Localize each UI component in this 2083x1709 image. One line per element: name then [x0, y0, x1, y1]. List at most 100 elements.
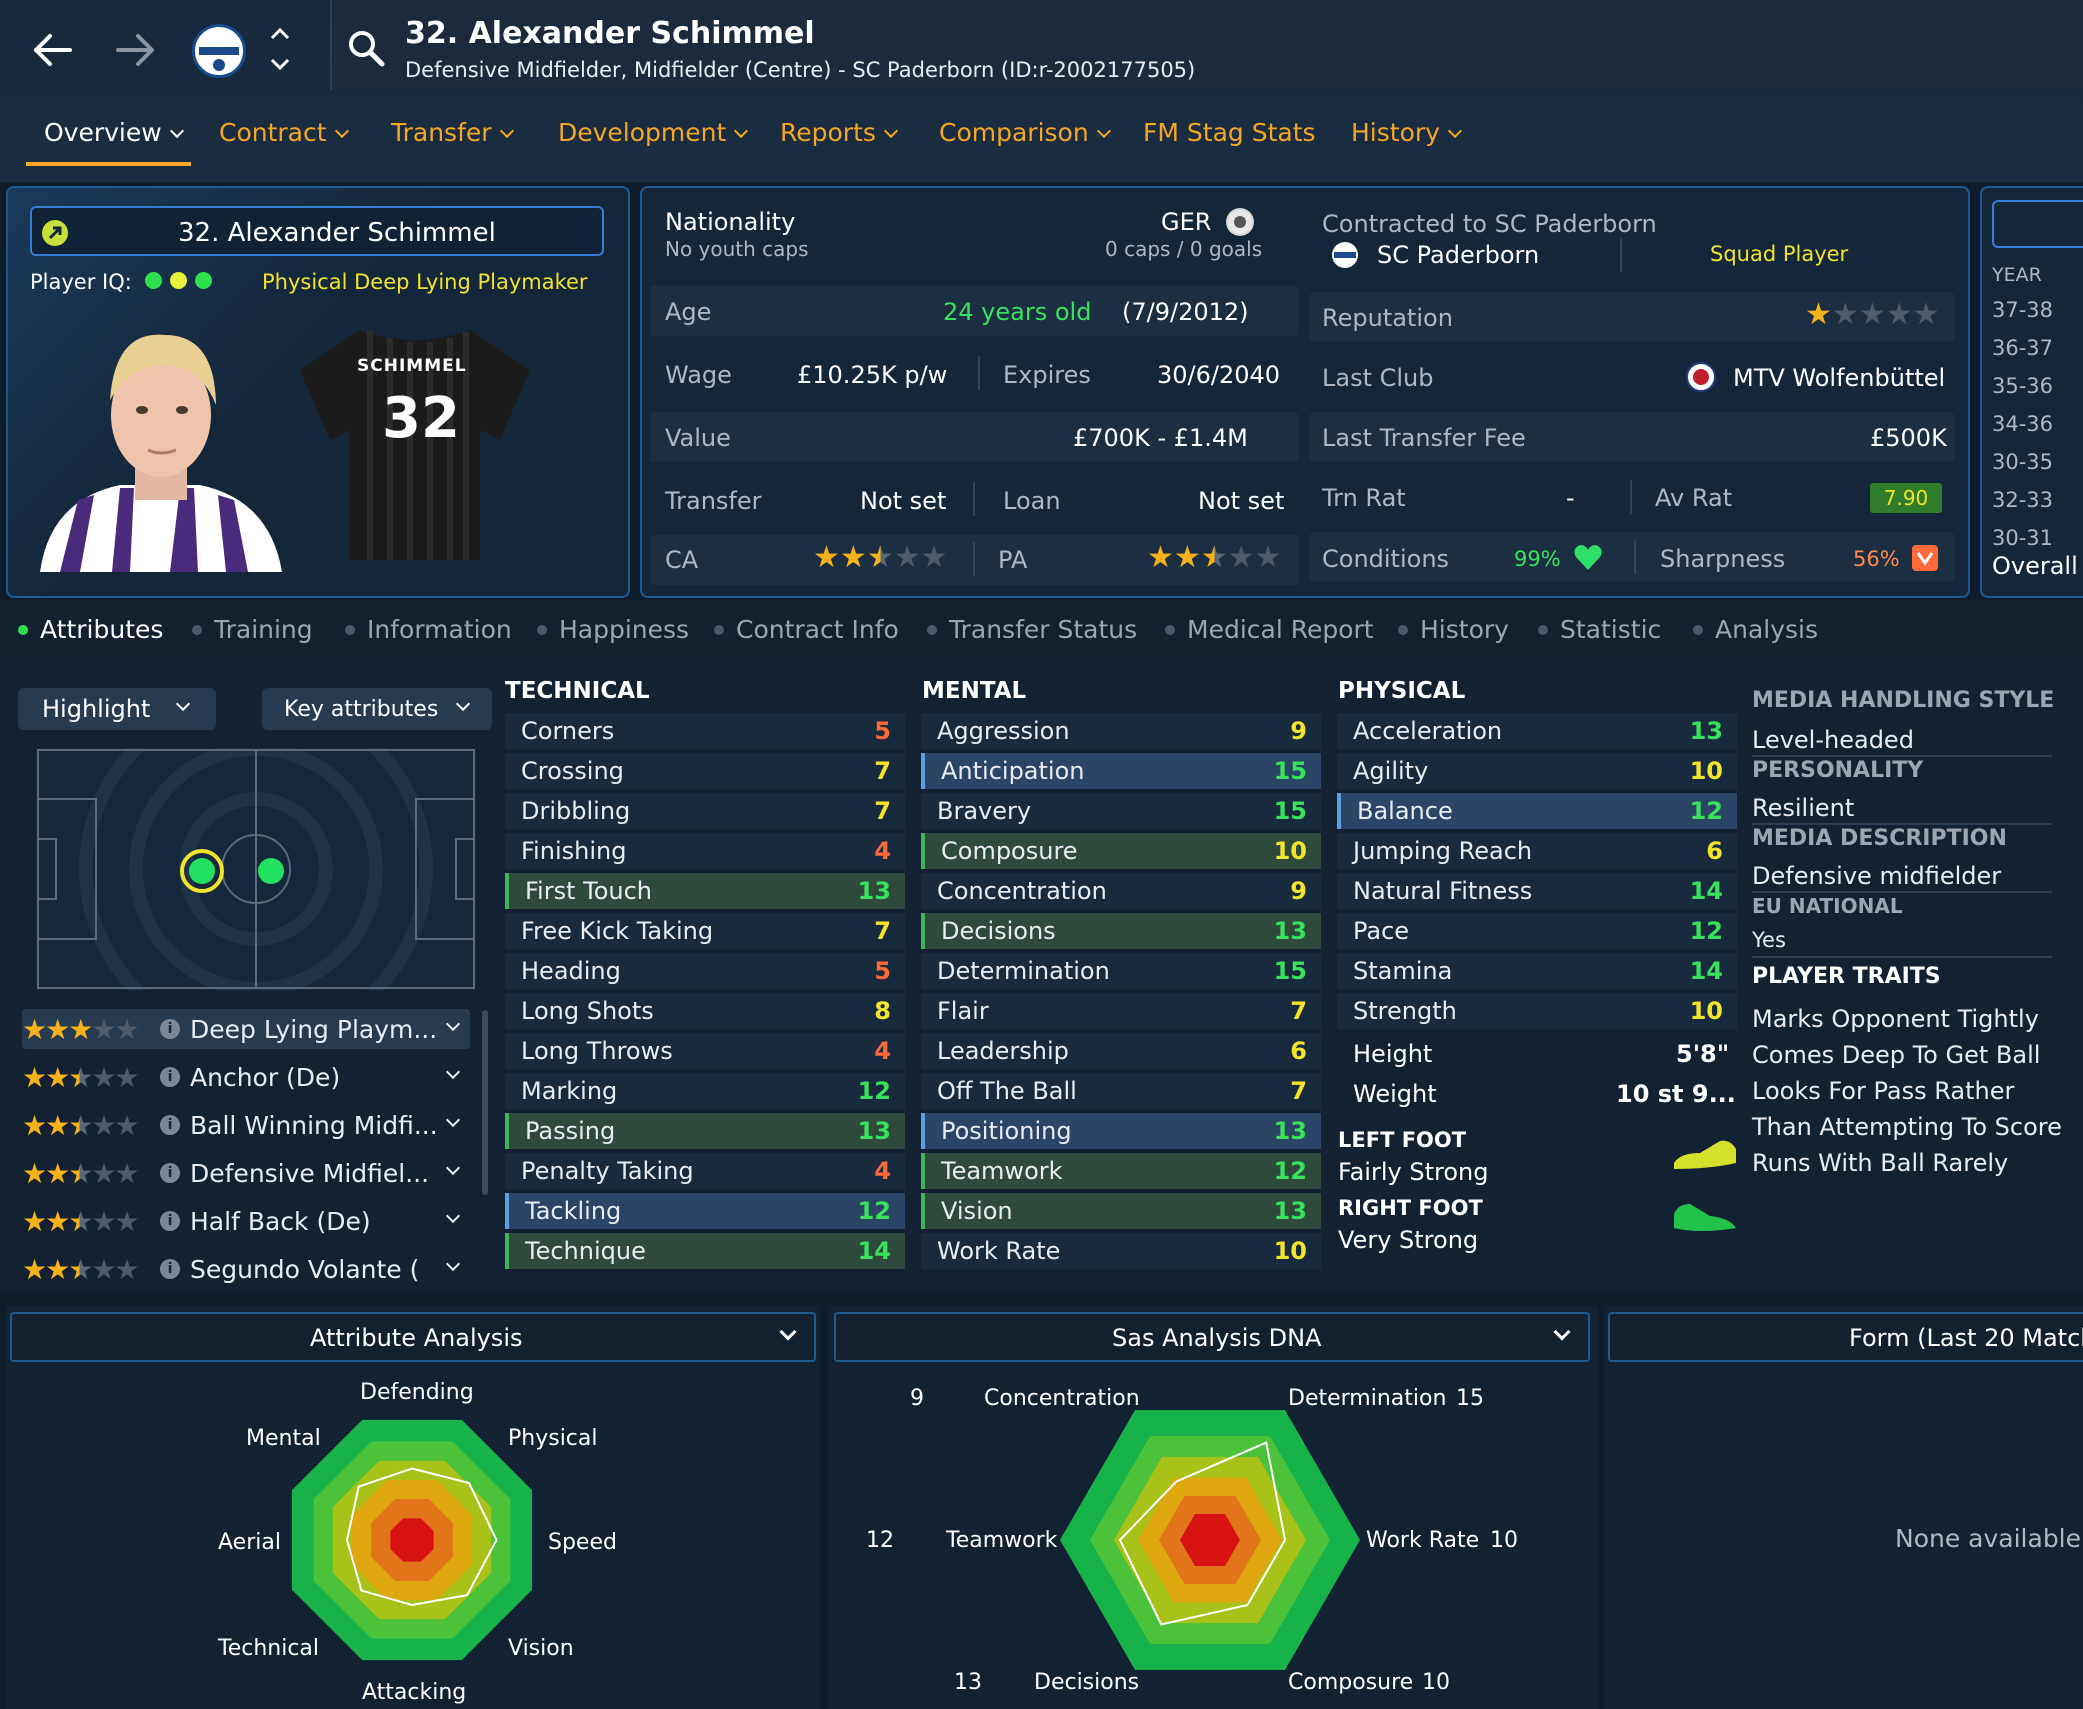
role-row[interactable]: ★ ★ ★ ★ ★ i Half Back (De)	[22, 1201, 470, 1241]
role-row[interactable]: ★ ★ ★ ★ ★ i Deep Lying Playm...	[22, 1009, 470, 1049]
attr-row[interactable]: Strength 10	[1337, 993, 1737, 1029]
attribute-analysis-dropdown[interactable]	[10, 1312, 816, 1362]
tab-comparison[interactable]: Comparison	[939, 118, 1111, 147]
attr-row[interactable]: Composure 10	[921, 833, 1321, 869]
attr-value: 15	[1273, 957, 1307, 985]
role-row[interactable]: ★ ★ ★ ★ ★ i Segundo Volante (	[22, 1249, 470, 1289]
club-switch-arrows[interactable]	[268, 24, 292, 74]
attr-row[interactable]: Heading 5	[505, 953, 905, 989]
attr-row[interactable]: Free Kick Taking 7	[505, 913, 905, 949]
attr-row[interactable]: Passing 13	[505, 1113, 905, 1149]
attr-row[interactable]: Decisions 13	[921, 913, 1321, 949]
divider	[1752, 891, 2052, 893]
attr-row[interactable]: Stamina 14	[1337, 953, 1737, 989]
attr-row[interactable]: Acceleration 13	[1337, 713, 1737, 749]
chevron-down-icon	[883, 123, 898, 139]
attr-row[interactable]: First Touch 13	[505, 873, 905, 909]
attr-value: 4	[874, 837, 891, 865]
history-year[interactable]: 30-35	[1992, 450, 2054, 474]
attr-row[interactable]: Leadership 6	[921, 1033, 1321, 1069]
value-row	[650, 412, 1298, 462]
subtab-training[interactable]: Training	[192, 615, 313, 644]
attr-value: 4	[874, 1037, 891, 1065]
subtab-information[interactable]: Information	[345, 615, 512, 644]
attr-value: 9	[1290, 717, 1307, 745]
history-side-box[interactable]	[1992, 200, 2083, 248]
club-badge[interactable]	[192, 24, 246, 78]
media-desc-label: MEDIA DESCRIPTION	[1752, 826, 2007, 851]
subtab-analysis[interactable]: Analysis	[1693, 615, 1818, 644]
form-dropdown[interactable]	[1608, 1312, 2083, 1362]
attr-name: Bravery	[937, 797, 1032, 825]
forward-button[interactable]	[114, 30, 158, 70]
attr-row[interactable]: Vision 13	[921, 1193, 1321, 1229]
star-full-icon: ★	[45, 1156, 70, 1190]
attr-row[interactable]: Flair 7	[921, 993, 1321, 1029]
history-year[interactable]: 37-38	[1992, 298, 2054, 322]
attr-row[interactable]: Corners 5	[505, 713, 905, 749]
divider	[973, 542, 975, 576]
subtab-medical-report[interactable]: Medical Report	[1165, 615, 1374, 644]
attr-row[interactable]: Concentration 9	[921, 873, 1321, 909]
attr-row[interactable]: Pace 12	[1337, 913, 1737, 949]
search-button[interactable]	[346, 28, 386, 68]
attr-row[interactable]: Determination 15	[921, 953, 1321, 989]
star-half-icon: ★	[866, 540, 894, 575]
history-year[interactable]: 34-36	[1992, 412, 2054, 436]
tab-development[interactable]: Development	[558, 118, 749, 147]
subtab-attributes[interactable]: Attributes	[18, 615, 163, 644]
history-year[interactable]: 35-36	[1992, 374, 2054, 398]
key-attributes-dropdown[interactable]: Key attributes	[262, 688, 492, 730]
subtab-contract-info[interactable]: Contract Info	[714, 615, 899, 644]
tab-overview[interactable]: Overview	[44, 118, 184, 147]
attr-row[interactable]: Aggression 9	[921, 713, 1321, 749]
attr-row[interactable]: Balance 12	[1337, 793, 1737, 829]
dob-value: (7/9/2012)	[1122, 298, 1249, 326]
subtab-history[interactable]: History	[1398, 615, 1509, 644]
role-row[interactable]: ★ ★ ★ ★ ★ i Defensive Midfiel...	[22, 1153, 470, 1193]
tab-contract[interactable]: Contract	[219, 118, 349, 147]
back-button[interactable]	[30, 30, 74, 70]
contract-club[interactable]: SC Paderborn	[1377, 241, 1540, 269]
attr-row[interactable]: Finishing 4	[505, 833, 905, 869]
attr-row[interactable]: Jumping Reach 6	[1337, 833, 1737, 869]
subtab-transfer-status[interactable]: Transfer Status	[927, 615, 1137, 644]
attr-row[interactable]: Long Shots 8	[505, 993, 905, 1029]
tab-history[interactable]: History	[1351, 118, 1463, 147]
history-year[interactable]: 36-37	[1992, 336, 2054, 360]
attr-row[interactable]: Dribbling 7	[505, 793, 905, 829]
attr-row[interactable]: Penalty Taking 4	[505, 1153, 905, 1189]
roles-scrollbar[interactable]	[482, 1010, 488, 1195]
role-row[interactable]: ★ ★ ★ ★ ★ i Anchor (De)	[22, 1057, 470, 1097]
fee-row	[1310, 412, 1954, 462]
attr-row[interactable]: Marking 12	[505, 1073, 905, 1109]
star-empty-icon: ★	[114, 1156, 139, 1190]
history-year[interactable]: 32-33	[1992, 488, 2054, 512]
tab-fm-stag-stats[interactable]: FM Stag Stats	[1143, 118, 1316, 147]
subtab-happiness[interactable]: Happiness	[537, 615, 689, 644]
attr-value: 12	[857, 1077, 891, 1105]
last-club-value[interactable]: MTV Wolfenbüttel	[1733, 364, 1946, 392]
player-name-box[interactable]	[30, 206, 604, 256]
attr-row[interactable]: Agility 10	[1337, 753, 1737, 789]
attr-row[interactable]: Bravery 15	[921, 793, 1321, 829]
attr-row[interactable]: Technique 14	[505, 1233, 905, 1269]
highlight-dropdown[interactable]: Highlight	[18, 688, 216, 730]
dna-dropdown[interactable]	[834, 1312, 1590, 1362]
attr-row[interactable]: Natural Fitness 14	[1337, 873, 1737, 909]
tab-reports[interactable]: Reports	[780, 118, 898, 147]
attr-row[interactable]: Anticipation 15	[921, 753, 1321, 789]
attr-row[interactable]: Teamwork 12	[921, 1153, 1321, 1189]
star-empty-icon: ★	[893, 540, 921, 575]
mental-title: MENTAL	[922, 678, 1027, 704]
attr-row[interactable]: Crossing 7	[505, 753, 905, 789]
role-row[interactable]: ★ ★ ★ ★ ★ i Ball Winning Midfi...	[22, 1105, 470, 1145]
tab-transfer[interactable]: Transfer	[391, 118, 514, 147]
attr-row[interactable]: Positioning 13	[921, 1113, 1321, 1149]
history-year[interactable]: 30-31	[1992, 526, 2054, 550]
attr-row[interactable]: Work Rate 10	[921, 1233, 1321, 1269]
attr-row[interactable]: Long Throws 4	[505, 1033, 905, 1069]
subtab-statistic[interactable]: Statistic	[1538, 615, 1661, 644]
attr-row[interactable]: Tackling 12	[505, 1193, 905, 1229]
attr-row[interactable]: Off The Ball 7	[921, 1073, 1321, 1109]
